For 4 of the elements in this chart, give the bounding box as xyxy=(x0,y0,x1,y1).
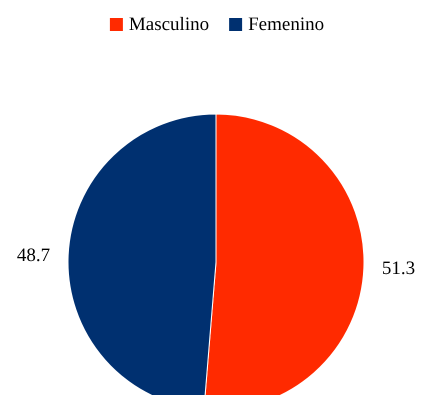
data-label: 48.7 xyxy=(16,244,50,266)
data-label: 51.3 xyxy=(382,258,416,280)
legend-label: Femenino xyxy=(248,14,324,35)
legend-label: Masculino xyxy=(128,14,210,35)
